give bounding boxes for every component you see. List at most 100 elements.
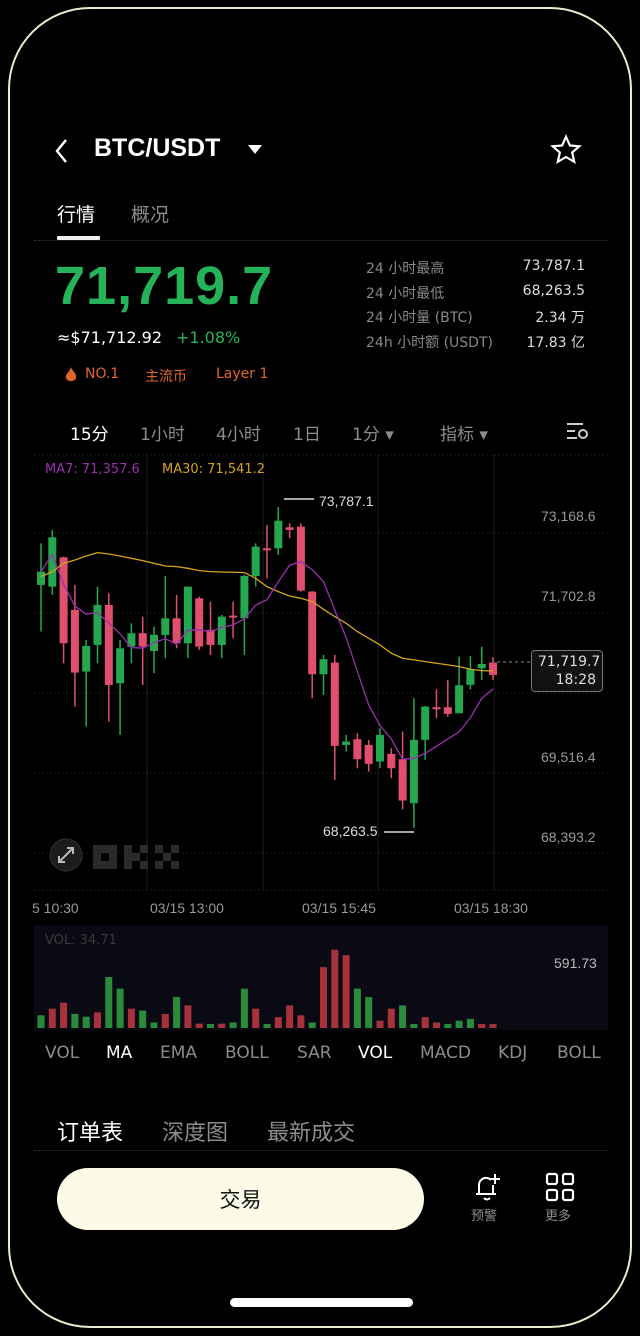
interval-more-dropdown[interactable]: 1分 ▾ [352,425,394,445]
y-tick: 69,516.4 [541,749,596,765]
stat-turnover-value: 17.83 亿 [526,335,585,351]
indicator-sub-boll[interactable]: BOLL [557,1043,601,1063]
candle-body [82,645,91,672]
tab-depth-chart[interactable]: 深度图 [162,1121,229,1146]
home-indicator[interactable] [230,1298,413,1307]
indicator-kdj[interactable]: KDJ [498,1043,528,1063]
tab-overview[interactable]: 概况 [131,204,170,226]
candle-body [70,609,79,673]
price-change: +1.08% [176,328,241,347]
high-marker-label: 73,787.1 [319,493,374,509]
indicator-macd[interactable]: MACD [420,1043,471,1063]
indicator-vol[interactable]: VOL [45,1043,80,1063]
usd-price: ≈$71,712.92 [57,328,163,347]
volume-bar [116,988,124,1028]
indicator-ma[interactable]: MA [106,1043,133,1063]
current-price: 71,719.7 [538,654,601,670]
volume-bar [308,1022,316,1028]
candle-body [104,604,113,685]
flame-icon [65,367,77,381]
star-icon[interactable] [550,134,582,166]
interval-1h[interactable]: 1小时 [140,425,185,445]
candle-body [274,520,283,549]
candle-body [217,616,226,645]
tab-order-book[interactable]: 订单表 [57,1121,124,1146]
candle-body [172,618,181,644]
tab-latest-trades[interactable]: 最新成交 [267,1121,356,1146]
volume-bar [489,1024,497,1028]
volume-bar [161,1013,169,1028]
category-tag[interactable]: 主流币 [145,369,187,385]
x-tick: 03/15 13:00 [150,900,224,916]
active-tab-indicator [57,236,100,240]
volume-bar [342,955,350,1028]
last-price: 71,719.7 [55,256,274,316]
divider [34,240,608,241]
ma30-label: MA30: 71,541.2 [162,462,266,477]
volume-bar [252,1008,260,1028]
tab-market[interactable]: 行情 [57,204,96,226]
caret-down-icon[interactable] [248,145,262,155]
interval-1d[interactable]: 1日 [293,425,321,445]
volume-bar [387,1008,395,1028]
device-frame [8,7,632,1328]
volume-bar [376,1020,384,1028]
candle-body [183,586,192,644]
candle-body [127,633,136,647]
indicator-boll[interactable]: BOLL [225,1043,269,1063]
interval-15m[interactable]: 15分 [70,425,109,445]
bell-plus-icon[interactable] [470,1170,504,1204]
candle-body [116,648,125,684]
candle-body [364,744,373,764]
volume-bar [286,1005,294,1028]
candle-body [455,685,464,714]
indicator-sar[interactable]: SAR [297,1043,332,1063]
stat-volume-label: 24 小时量 (BTC) [366,310,473,326]
volume-bar [320,967,327,1028]
more-label[interactable]: 更多 [545,1209,572,1224]
grid-more-icon[interactable] [545,1172,575,1202]
stat-volume-value: 2.34 万 [535,310,585,326]
indicator-sub-vol[interactable]: VOL [358,1043,393,1063]
trade-button[interactable]: 交易 [57,1168,424,1230]
volume-bar [229,1022,237,1028]
candle-body [37,571,45,585]
stat-low-label: 24 小时最低 [366,286,445,302]
volume-bar [263,1024,271,1028]
candle-body [330,662,339,746]
back-icon[interactable] [52,138,72,164]
volume-bar [365,997,373,1028]
volume-bar [195,1023,203,1028]
volume-bar [173,997,181,1028]
fullscreen-icon[interactable] [48,837,84,873]
indicator-ema[interactable]: EMA [160,1043,198,1063]
rank-tag[interactable]: NO.1 [85,366,120,382]
candle-body [296,526,305,591]
interval-4h[interactable]: 4小时 [216,425,261,445]
candle-body [285,527,294,530]
ma30-line [40,551,494,672]
volume-label: VOL: 34.71 [45,933,117,948]
candle-body [353,739,362,760]
volume-bar [410,1024,418,1028]
candle-body [387,753,396,769]
chart-settings-icon[interactable] [566,422,590,440]
candle-body [48,537,57,587]
volume-bar [331,949,339,1028]
volume-bar [478,1024,486,1028]
stat-low-value: 68,263.5 [522,283,585,299]
candle-body [206,629,215,645]
volume-bar [421,1017,429,1028]
indicator-dropdown[interactable]: 指标 ▾ [440,425,488,445]
volume-bar [455,1020,463,1028]
alert-label[interactable]: 预警 [471,1209,498,1224]
candlestick-chart[interactable] [0,0,640,1040]
candle-body [251,546,260,576]
volume-bar [399,1005,407,1028]
layer-tag[interactable]: Layer 1 [216,366,269,382]
divider [34,1150,608,1151]
stat-high-value: 73,787.1 [522,258,585,274]
candle-body [466,669,475,685]
volume-bar [139,1010,147,1028]
pair-title[interactable]: BTC/USDT [94,134,221,162]
